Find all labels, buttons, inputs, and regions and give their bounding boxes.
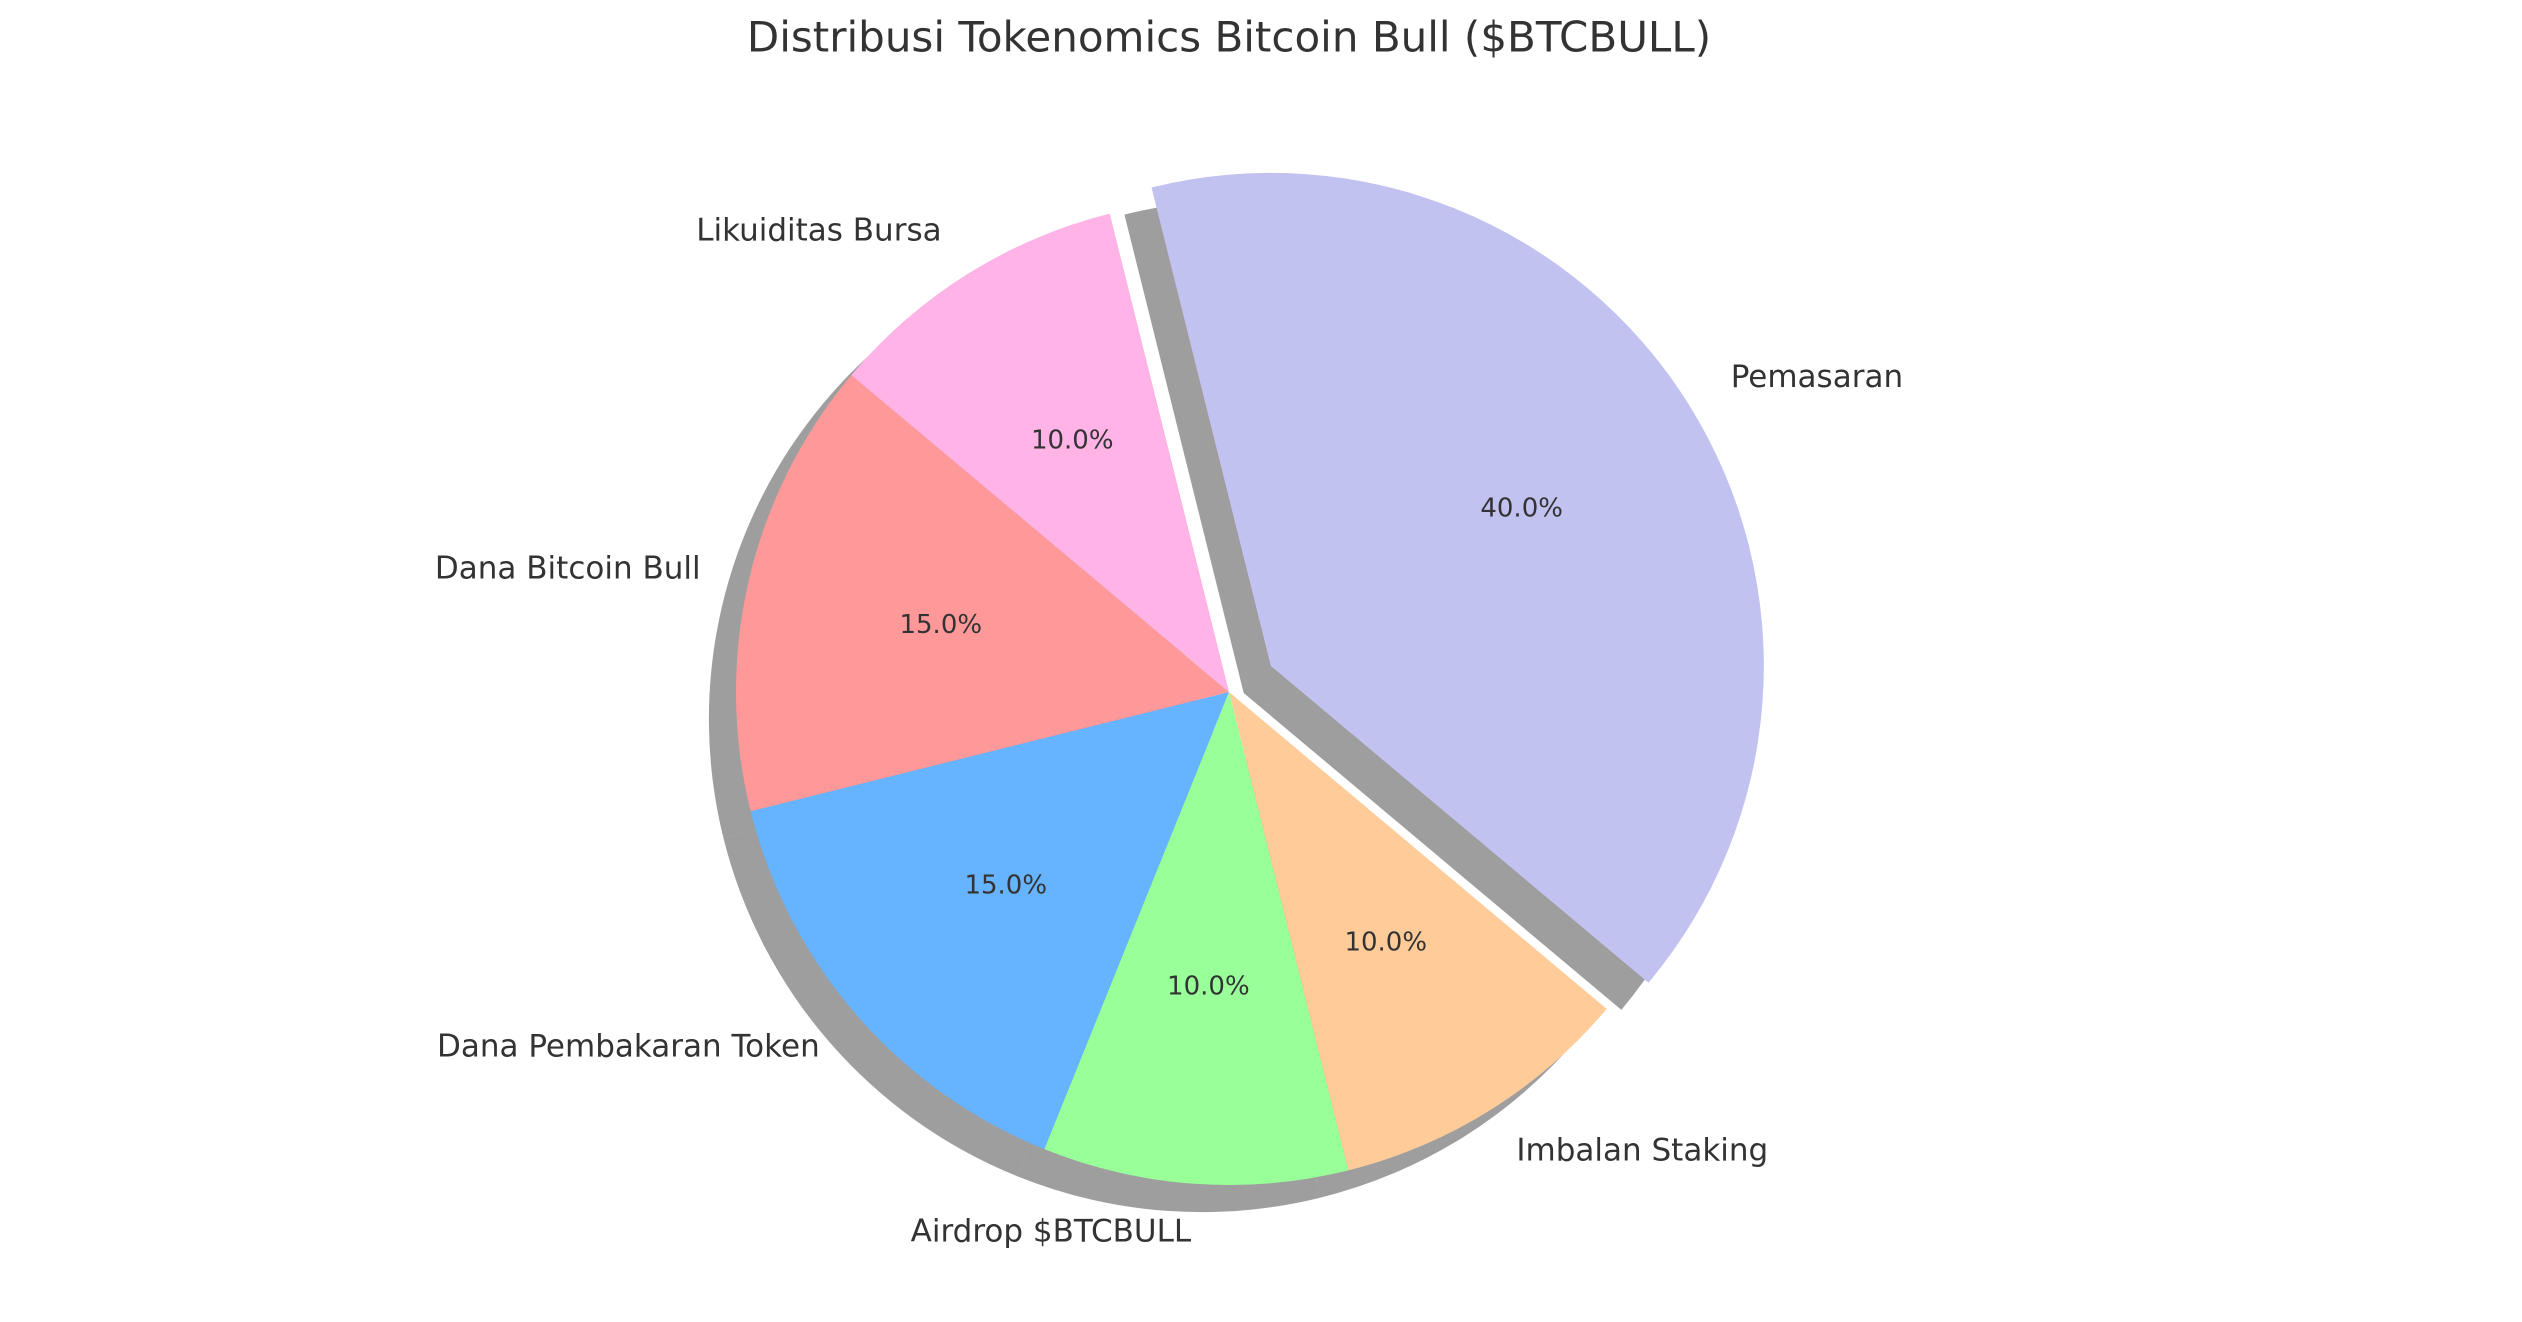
- value-label: 10.0%: [1167, 972, 1250, 1002]
- value-label: 40.0%: [1480, 494, 1563, 524]
- slice-label: Pemasaran: [1731, 359, 1903, 395]
- slice: [1229, 692, 1607, 1171]
- chart-title: Distribusi Tokenomics Bitcoin Bull ($BTC…: [747, 13, 1711, 62]
- value-label: 15.0%: [964, 871, 1047, 901]
- slice: [1044, 692, 1349, 1185]
- slice-label: Imbalan Staking: [1516, 1132, 1768, 1168]
- slice: [1151, 172, 1764, 983]
- slice-label: Dana Bitcoin Bull: [435, 551, 701, 587]
- slice: [750, 692, 1229, 1150]
- slice-label: Likuiditas Bursa: [696, 213, 941, 249]
- slice: [735, 375, 1229, 812]
- slice-label: Airdrop $BTCBULL: [911, 1213, 1192, 1249]
- value-label: 10.0%: [1344, 927, 1427, 957]
- value-label: 15.0%: [899, 610, 982, 640]
- slice: [851, 213, 1229, 692]
- value-label: 10.0%: [1031, 426, 1114, 456]
- slice-label: Dana Pembakaran Token: [437, 1028, 820, 1064]
